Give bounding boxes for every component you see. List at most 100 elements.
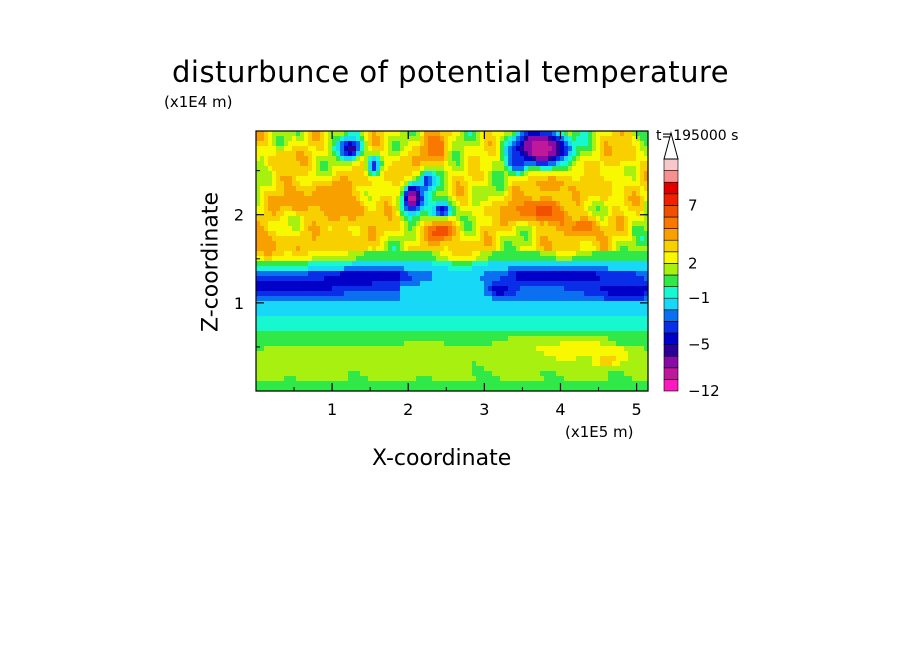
heatmap-cell [296,236,301,242]
heatmap-cell [260,196,265,202]
heatmap-cell [516,366,521,372]
heatmap-cell [584,316,589,322]
heatmap-cell [336,276,341,282]
heatmap-cell [640,251,645,257]
heatmap-cell [336,351,341,357]
heatmap-cell [444,216,449,222]
heatmap-cell [568,326,573,332]
heatmap-cell [500,221,505,227]
heatmap-cell [572,166,577,172]
heatmap-cell [368,141,373,147]
heatmap-cell [380,186,385,192]
heatmap-cell [616,131,621,137]
heatmap-cell [352,381,357,387]
heatmap-cell [516,186,521,192]
heatmap-cell [512,131,517,137]
heatmap-cell [448,356,453,362]
heatmap-cell [600,136,605,142]
heatmap-cell [524,136,529,142]
heatmap-cell [376,176,381,182]
heatmap-cell [492,216,497,222]
heatmap-cell [328,151,333,157]
heatmap-cell [360,366,365,372]
heatmap-cell [496,276,501,282]
heatmap-cell [636,181,641,187]
heatmap-cell [484,341,489,347]
heatmap-cell [412,141,417,147]
heatmap-cell [448,381,453,387]
heatmap-cell [636,246,641,252]
heatmap-cell [300,171,305,177]
heatmap-cell [476,286,481,292]
heatmap-cell [484,201,489,207]
heatmap-cell [476,271,481,277]
heatmap-cell [544,166,549,172]
heatmap-cell [404,361,409,367]
heatmap-cell [532,191,537,197]
heatmap-cell [444,366,449,372]
heatmap-cell [376,266,381,272]
heatmap-cell [264,231,269,237]
heatmap-cell [384,251,389,257]
heatmap-cell [332,191,337,197]
heatmap-cell [520,296,525,302]
heatmap-cell [620,246,625,252]
heatmap-cell [312,161,317,167]
heatmap-cell [348,226,353,232]
heatmap-cell [260,346,265,352]
heatmap-cell [532,376,537,382]
heatmap-cell [644,236,649,242]
heatmap-cell [284,326,289,332]
heatmap-cell [596,311,601,317]
heatmap-cell [404,241,409,247]
heatmap-cell [332,166,337,172]
heatmap-cell [580,166,585,172]
heatmap-cell [288,141,293,147]
heatmap-cell [596,256,601,262]
heatmap-cell [624,196,629,202]
heatmap-cell [484,321,489,327]
heatmap-cell [432,271,437,277]
heatmap-cell [272,201,277,207]
heatmap-cell [264,246,269,252]
heatmap-cell [632,341,637,347]
heatmap-cell [364,261,369,267]
heatmap-cell [480,331,485,337]
heatmap-cell [452,131,457,137]
heatmap-cell [516,261,521,267]
heatmap-cell [500,171,505,177]
heatmap-cell [644,296,649,302]
heatmap-cell [588,381,593,387]
heatmap-cell [620,211,625,217]
heatmap-cell [644,181,649,187]
heatmap-cell [312,241,317,247]
heatmap-cell [396,376,401,382]
heatmap-cell [428,171,433,177]
heatmap-cell [504,351,509,357]
heatmap-cell [640,226,645,232]
heatmap-cell [316,341,321,347]
heatmap-cell [576,231,581,237]
heatmap-cell [600,251,605,257]
heatmap-cell [268,231,273,237]
heatmap-cell [340,221,345,227]
heatmap-cell [604,341,609,347]
heatmap-cell [332,201,337,207]
heatmap-cell [496,236,501,242]
heatmap-cell [432,181,437,187]
heatmap-cell [464,216,469,222]
heatmap-cell [604,251,609,257]
heatmap-cell [336,296,341,302]
heatmap-cell [308,161,313,167]
heatmap-cell [620,321,625,327]
heatmap-cell [636,136,641,142]
heatmap-cell [576,281,581,287]
heatmap-cell [320,246,325,252]
heatmap-cell [516,211,521,217]
heatmap-cell [468,356,473,362]
heatmap-cell [468,301,473,307]
heatmap-cell [592,346,597,352]
heatmap-cell [508,176,513,182]
heatmap-cell [568,211,573,217]
heatmap-cell [496,176,501,182]
